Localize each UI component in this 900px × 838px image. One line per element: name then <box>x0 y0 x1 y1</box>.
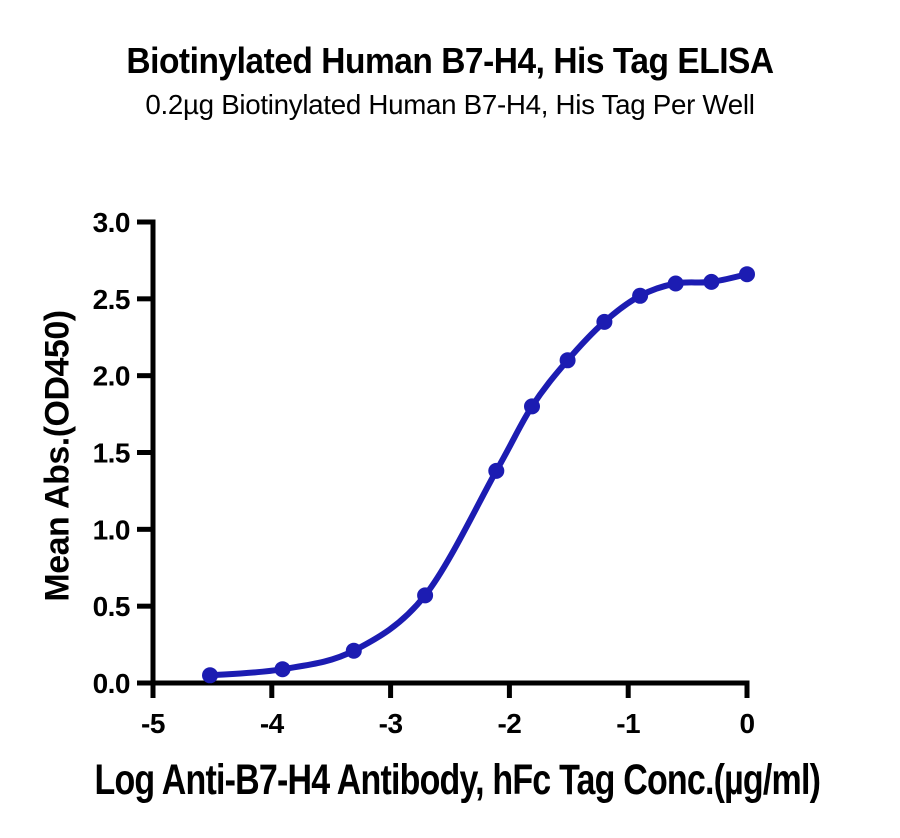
x-tick-label: -1 <box>616 708 640 739</box>
x-tick-label: 0 <box>739 708 754 739</box>
data-point-marker <box>703 273 720 290</box>
y-tick-label: 2.5 <box>93 284 130 315</box>
data-point-marker <box>524 398 540 415</box>
data-point-marker <box>632 287 649 304</box>
x-tick-label: -3 <box>379 708 403 739</box>
x-axis-title: Log Anti-B7-H4 Antibody, hFc Tag Conc.(µ… <box>94 756 821 804</box>
data-point-marker <box>739 266 755 283</box>
data-point-marker <box>559 352 576 369</box>
data-point-marker <box>596 313 613 330</box>
y-tick-label: 0.0 <box>93 668 130 699</box>
x-tick-label: -5 <box>141 708 165 739</box>
data-point-marker <box>667 275 684 292</box>
chart-subtitle: 0.2µg Biotinylated Human B7-H4, His Tag … <box>145 89 755 120</box>
data-point-marker <box>488 462 505 479</box>
y-tick-label: 2.0 <box>93 361 130 392</box>
data-point-marker <box>417 587 434 604</box>
curve-line <box>207 271 750 679</box>
y-tick-label: 0.5 <box>93 591 130 622</box>
y-tick-label: 1.5 <box>93 438 130 469</box>
chart-title: Biotinylated Human B7-H4, His Tag ELISA <box>126 40 774 81</box>
data-point-marker <box>345 642 362 659</box>
axis-spines <box>150 219 750 686</box>
x-tick-label: -4 <box>260 708 285 739</box>
y-axis-title: Mean Abs.(OD450) <box>38 310 77 602</box>
y-tick-label: 3.0 <box>93 207 130 238</box>
data-point-marker <box>202 667 218 684</box>
x-tick-label: -2 <box>497 708 521 739</box>
y-tick-label: 1.0 <box>93 514 130 545</box>
data-point-marker <box>274 661 291 678</box>
